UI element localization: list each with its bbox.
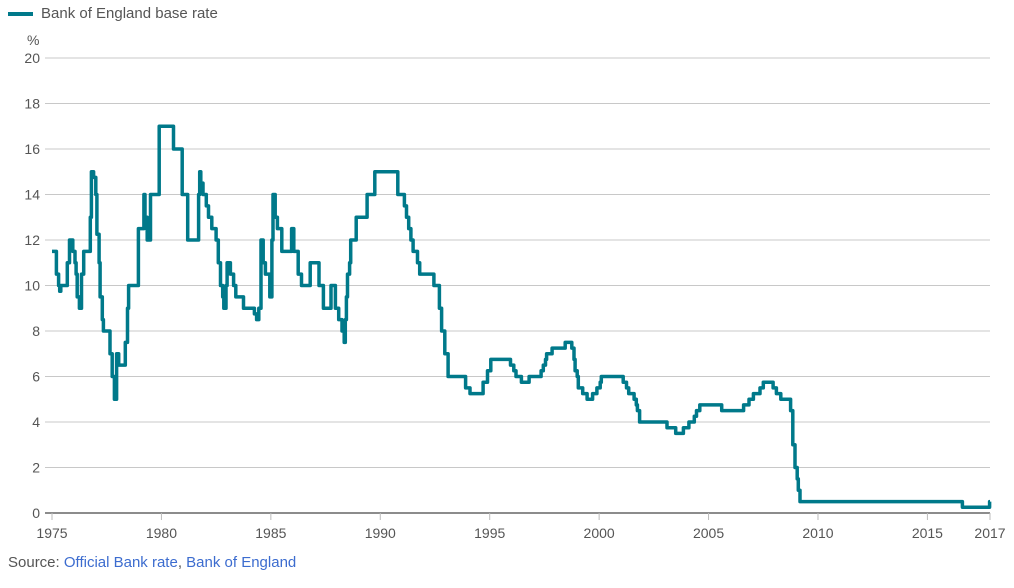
x-tick-label: 2010: [802, 525, 833, 541]
legend-swatch: [8, 11, 33, 16]
y-tick-label: 18: [24, 96, 40, 112]
x-tick-label: 2000: [584, 525, 615, 541]
y-tick-label: 12: [24, 232, 40, 248]
x-tick-label: 1980: [146, 525, 177, 541]
legend: Bank of England base rate: [8, 5, 218, 22]
x-tick-label: 1990: [365, 525, 396, 541]
x-tick-label: 1985: [255, 525, 286, 541]
source-note: Source: Official Bank rate, Bank of Engl…: [8, 554, 296, 571]
source-link-official-bank-rate[interactable]: Official Bank rate: [63, 554, 178, 571]
y-tick-label: 10: [24, 278, 40, 294]
y-tick-label: 0: [32, 505, 40, 521]
y-tick-label: 20: [24, 50, 40, 66]
y-tick-label: 16: [24, 141, 40, 157]
x-tick-label: 1975: [36, 525, 67, 541]
source-link-bank-of-england[interactable]: Bank of England: [186, 554, 297, 571]
source-separator: ,: [177, 554, 187, 571]
x-tick-label: 1995: [474, 525, 505, 541]
y-axis-unit-label: %: [27, 32, 39, 48]
y-tick-label: 14: [24, 187, 40, 203]
x-tick-label-end: 2017: [974, 525, 1005, 541]
legend-label: Bank of England base rate: [41, 5, 218, 22]
x-tick-label: 2015: [912, 525, 943, 541]
y-tick-label: 4: [32, 414, 40, 430]
x-tick-label: 2005: [693, 525, 724, 541]
series-line-base-rate: [52, 124, 992, 510]
y-tick-label: 8: [32, 323, 40, 339]
source-prefix: Source:: [8, 554, 64, 571]
y-tick-label: 6: [32, 369, 40, 385]
y-tick-label: 2: [32, 460, 40, 476]
